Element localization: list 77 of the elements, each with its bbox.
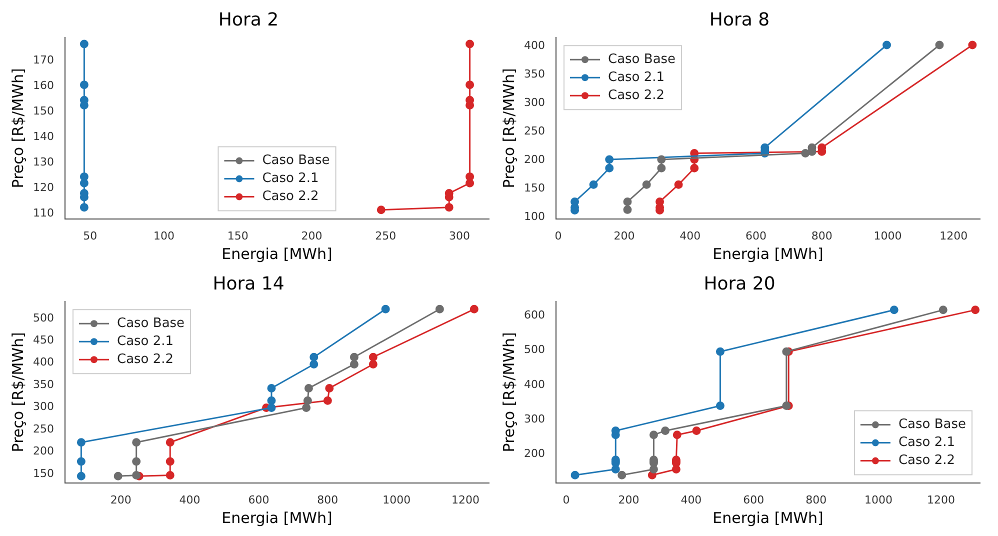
x-tick-label: 150: [227, 229, 248, 242]
x-tick-label: 1200: [926, 493, 955, 506]
y-tick-label: 350: [524, 67, 545, 80]
x-tick-label: 800: [806, 493, 827, 506]
legend-label: Caso 2.2: [608, 88, 665, 103]
y-tick-label: 250: [524, 124, 545, 138]
x-tick-label: 250: [375, 229, 396, 242]
x-tick-label: 400: [179, 493, 200, 506]
y-tick-label: 400: [524, 39, 545, 52]
y-tick-label: 450: [32, 334, 54, 347]
x-axis-title: Energia [MWh]: [222, 244, 332, 263]
x-tick-label: 1200: [940, 229, 968, 242]
x-tick-label: 400: [680, 229, 701, 242]
x-tick-label: 100: [153, 229, 174, 242]
y-tick-label: 500: [32, 311, 54, 324]
y-axis-title: Preço [R$/MWh]: [8, 68, 27, 188]
legend-label: Caso 2.1: [116, 334, 174, 349]
y-tick-label: 150: [32, 466, 54, 480]
y-tick-label: 400: [32, 356, 54, 369]
y-tick-label: 300: [524, 96, 545, 109]
y-tick-label: 150: [32, 104, 54, 118]
x-axis-title: Energia [MWh]: [222, 508, 332, 527]
x-tick-label: 800: [317, 493, 338, 506]
y-tick-label: 300: [32, 400, 54, 414]
legend-label: Caso Base: [116, 316, 185, 331]
y-tick-label: 250: [32, 422, 54, 436]
legend-label: Caso Base: [262, 153, 330, 168]
y-tick-label: 150: [524, 181, 545, 194]
legend-label: Caso 2.1: [898, 435, 956, 450]
y-tick-label: 300: [524, 412, 545, 426]
x-tick-label: 1000: [864, 493, 893, 506]
x-axis-title: Energia [MWh]: [712, 508, 824, 527]
legend-label: Caso 2.2: [898, 453, 956, 468]
chart-title: Hora 8: [709, 9, 770, 30]
x-tick-label: 800: [811, 229, 832, 242]
legend-label: Caso Base: [898, 417, 966, 432]
y-tick-label: 120: [32, 181, 54, 194]
x-tick-label: 600: [745, 229, 766, 242]
y-tick-label: 200: [524, 447, 545, 460]
y-tick-label: 500: [524, 343, 545, 356]
legend-label: Caso 2.1: [608, 70, 665, 85]
chart-title: Hora 14: [212, 273, 284, 294]
chart-title: Hora 20: [704, 273, 776, 294]
x-tick-label: 0: [554, 229, 562, 242]
y-tick-label: 110: [32, 206, 54, 220]
legend-label: Caso 2.2: [262, 189, 319, 204]
x-tick-label: 600: [743, 493, 764, 506]
y-tick-label: 400: [524, 378, 545, 391]
x-tick-label: 0: [562, 493, 570, 506]
y-axis-title: Preço [R$/MWh]: [500, 68, 518, 188]
x-tick-label: 1200: [452, 493, 480, 506]
y-axis-title: Preço [R$/MWh]: [500, 332, 518, 452]
chart-title: Hora 2: [218, 9, 279, 30]
y-tick-label: 350: [32, 378, 54, 391]
x-tick-label: 600: [248, 493, 270, 506]
x-tick-label: 200: [110, 493, 132, 506]
x-axis-title: Energia [MWh]: [712, 244, 824, 263]
x-tick-label: 200: [301, 229, 322, 242]
x-tick-label: 1000: [874, 229, 902, 242]
y-tick-label: 130: [32, 156, 54, 169]
legend-label: Caso 2.2: [116, 352, 174, 367]
x-tick-label: 400: [680, 493, 702, 506]
y-axis-title: Preço [R$/MWh]: [8, 332, 27, 452]
x-tick-label: 200: [614, 229, 635, 242]
legend-label: Caso Base: [608, 52, 676, 67]
y-tick-label: 160: [32, 78, 54, 92]
y-tick-label: 200: [32, 444, 54, 458]
y-tick-label: 100: [524, 210, 545, 223]
y-tick-label: 170: [32, 53, 54, 66]
y-tick-label: 140: [32, 130, 54, 143]
y-tick-label: 600: [524, 308, 545, 322]
x-tick-label: 200: [618, 493, 640, 506]
legend-label: Caso 2.1: [262, 171, 319, 186]
x-tick-label: 300: [448, 229, 470, 242]
x-tick-label: 1000: [382, 493, 411, 506]
x-tick-label: 50: [83, 229, 98, 242]
y-tick-label: 200: [524, 152, 545, 166]
